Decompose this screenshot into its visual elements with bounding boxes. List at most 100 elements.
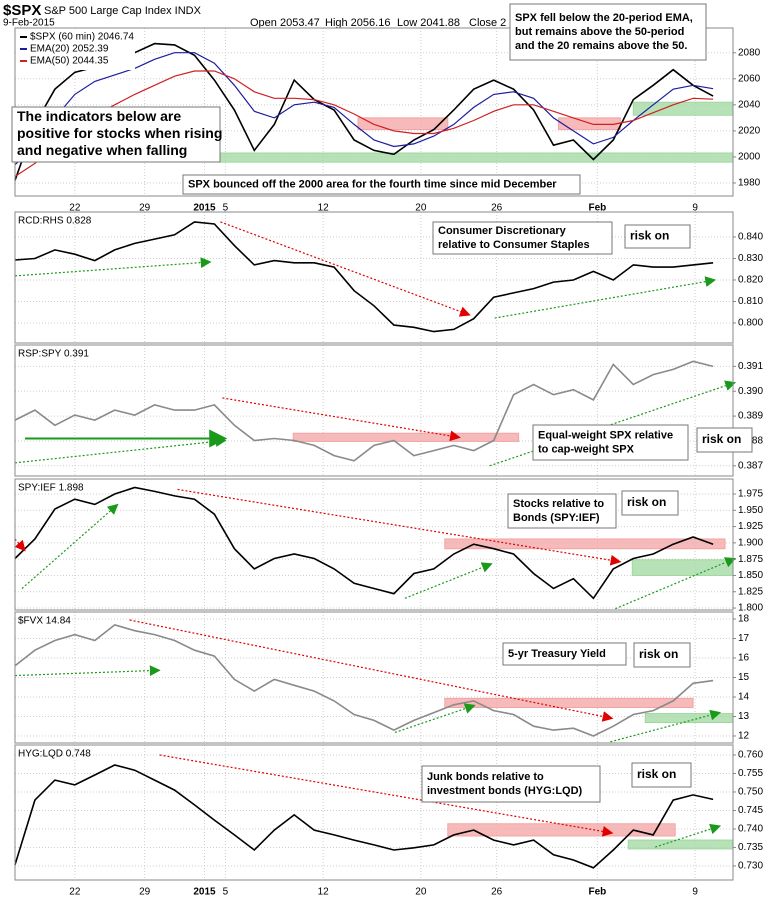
series-line [14,486,714,600]
annotation-text: Junk bonds relative to [427,771,544,783]
trend-arrow [404,562,493,599]
annotation-text: but remains above the 50-period [515,26,684,38]
legend-label: $SPX (60 min) 2046.74 [30,32,134,43]
y-tick-label: 0.735 [738,842,763,853]
x-tick-label: 29 [139,887,151,898]
annotation-box [11,106,221,163]
annotation-box [624,224,691,249]
panel-frame [14,478,734,611]
annotation-box [621,490,679,516]
y-tick-label: 16 [738,653,750,664]
zone [444,697,694,709]
y-tick-label: 18 [738,614,750,625]
y-tick-label: 0.390 [738,386,763,397]
y-tick-label: 15 [738,672,750,683]
quote-low: Low 2041.88 [397,17,460,29]
series-line [14,624,714,737]
annotation-text: Stocks relative to [513,498,604,510]
zone [447,823,676,837]
legend-label: RSP:SPY 0.391 [18,349,89,360]
quote-high: High 2056.16 [325,17,390,29]
panel-background [15,212,733,343]
annotation-box [507,493,617,529]
y-tick-label: 0.387 [738,460,763,471]
zone [357,117,449,131]
annotation-box [633,642,691,668]
y-tick-label: 0.755 [738,768,763,779]
symbol: $SPX [3,2,41,19]
trend-arrow [14,436,227,464]
annotation-text: relative to Consumer Staples [438,239,590,251]
y-tick-label: 0.391 [738,361,763,372]
y-tick-label: 1.800 [738,603,763,614]
trend-arrow [615,557,736,610]
annotation-box [509,3,707,61]
trend-arrow [159,754,614,837]
y-tick-label: 0.830 [738,253,763,264]
y-tick-label: 1.900 [738,538,763,549]
trend-arrow [14,538,26,552]
quote-open: Open 2053.47 [250,17,320,29]
legend-label: RCD:RHS 0.828 [18,216,92,227]
quote-close: Close 2 [469,17,506,29]
y-tick-label: 2080 [738,47,761,58]
y-tick-label: 0.810 [738,296,763,307]
annotation-text: and negative when falling [17,142,187,158]
annotation-text: risk on [627,495,666,509]
y-tick-label: 1.875 [738,554,763,565]
annotation-text: Bonds (SPY:IEF) [513,512,600,524]
y-tick-label: 2000 [738,152,761,163]
annotation-box [696,427,753,453]
date: 9-Feb-2015 [3,18,55,29]
annotation-box [532,424,689,461]
legend-label: SPY:IEF 1.898 [18,483,84,494]
trend-arrow [14,665,161,677]
trend-arrow [610,709,722,743]
panel-frame [14,611,734,744]
series-line [14,70,714,178]
x-tick-label: Feb [588,203,606,214]
annotation-text: risk on [702,432,741,446]
zone [217,152,734,163]
y-tick-label: 0.750 [738,787,763,798]
x-tick-label: 26 [491,203,503,214]
y-tick-label: 14 [738,692,750,703]
x-tick-label: 12 [318,887,330,898]
annotation-text: 5-yr Treasury Yield [508,648,606,660]
y-tick-label: 0.760 [738,750,763,761]
annotation-text: SPX bounced off the 2000 area for the fo… [188,178,557,190]
trend-arrow [177,488,622,566]
annotation-text: risk on [637,767,676,781]
x-tick-label: 2015 [193,887,216,898]
instrument-name: S&P 500 Large Cap Index INDX [44,5,202,17]
x-tick-label: 2015 [193,203,216,214]
annotation-text: The indicators below are [17,108,181,124]
annotation-box [631,762,692,788]
trend-arrow [222,397,461,442]
trend-arrow [220,221,471,317]
x-tick-label: 5 [223,203,229,214]
y-tick-label: 0.745 [738,805,763,816]
y-tick-label: 1.950 [738,505,763,516]
legend-label: HYG:LQD 0.748 [18,749,91,760]
x-tick-label: 26 [491,887,503,898]
zone [631,559,734,576]
y-tick-label: 0.800 [738,318,763,329]
annotation-box [502,642,627,666]
legend-label: EMA(50) 2044.35 [30,56,109,67]
series-line [14,764,714,869]
trend-arrow [489,380,737,467]
x-tick-label: Feb [588,887,606,898]
annotation-text: positive for stocks when rising [17,125,222,141]
zone [444,538,726,550]
annotation-text: and the 20 remains above the 50. [515,40,687,52]
trend-arrow [655,823,722,848]
annotation-text: Consumer Discretionary [438,225,567,237]
zone [292,432,520,442]
x-tick-label: 5 [223,887,229,898]
x-tick-label: 9 [692,203,698,214]
panel-background [15,612,733,743]
annotation-box [432,221,613,255]
legend-label: $FVX 14.84 [18,616,71,627]
y-tick-label: 12 [738,731,750,742]
